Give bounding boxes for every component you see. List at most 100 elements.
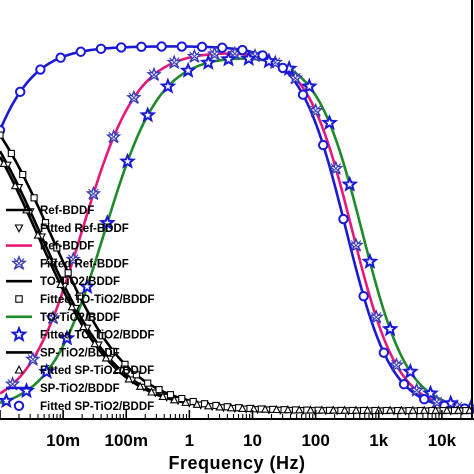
marker-square [19, 170, 27, 179]
legend-entry-3: Fitted Ref-BDDF [11, 255, 129, 271]
data-point-5 [181, 397, 190, 406]
data-point-0 [408, 382, 425, 397]
data-point-5 [397, 405, 406, 414]
marker-star [10, 325, 28, 343]
marker-star-x-stroke [108, 131, 119, 143]
legend-entry-11: Fitted SP-TiO2/BDDF [13, 400, 154, 413]
legend-label: TO-TiO2/BDDF [40, 276, 120, 288]
data-point-2 [55, 52, 66, 63]
marker-triangle-up [419, 405, 429, 414]
marker-triangle-up [192, 399, 202, 408]
data-point-4 [166, 391, 175, 399]
marker-star-x-stroke [169, 57, 180, 68]
marker-star [159, 77, 177, 94]
marker-triangle-up [442, 405, 452, 414]
data-point-2 [217, 42, 228, 53]
marker-square [75, 292, 84, 300]
legend-label: Fitted Ref-BDDF [40, 258, 129, 270]
data-point-0 [186, 48, 203, 64]
data-point-0 [348, 237, 364, 252]
marker-star [98, 214, 116, 231]
data-point-1 [401, 362, 419, 379]
marker-square [166, 391, 175, 399]
data-point-5 [67, 302, 77, 311]
data-point-5 [408, 405, 418, 414]
marker-square [53, 244, 61, 252]
data-point-4 [132, 371, 140, 379]
data-point-1 [300, 77, 318, 94]
marker-triangle-up [226, 403, 236, 412]
marker-triangle-up [0, 158, 9, 168]
marker-star-x-stroke [27, 354, 39, 365]
data-point-5 [203, 401, 213, 410]
data-point-4 [75, 292, 84, 300]
marker-circle [378, 347, 390, 358]
marker-star-x-stroke [88, 188, 99, 200]
data-point-1 [139, 106, 157, 123]
data-point-5 [328, 405, 338, 414]
data-point-2 [358, 290, 369, 302]
marker-triangle-up [431, 405, 440, 414]
legend-entry-4: TO-TiO2/BDDF [6, 276, 120, 288]
data-point-0 [328, 160, 344, 176]
legend-swatch-marker [14, 365, 24, 374]
marker-triangle-up [90, 339, 100, 348]
data-point-0 [105, 128, 122, 144]
data-point-2 [156, 41, 167, 52]
data-point-2 [176, 41, 188, 52]
marker-star [341, 175, 359, 192]
legend-entry-9: Fitted SP-TiO2/BDDF [14, 365, 154, 377]
marker-triangle-up [408, 405, 418, 414]
marker-star [361, 252, 379, 269]
marker-circle [419, 394, 430, 405]
data-point-4 [0, 131, 4, 139]
legend-label: Ref-BDDF [40, 205, 94, 217]
data-point-2 [136, 41, 147, 52]
data-point-1 [78, 277, 96, 295]
marker-star [300, 77, 318, 94]
marker-square [7, 149, 15, 158]
marker-star [199, 53, 217, 70]
marker-triangle-up [238, 403, 247, 412]
data-point-5 [215, 402, 225, 411]
marker-star [119, 152, 137, 169]
marker-circle [35, 64, 46, 75]
marker-triangle-up [272, 404, 281, 414]
data-point-4 [19, 170, 27, 179]
data-point-5 [294, 405, 304, 414]
marker-star-x-stroke [371, 312, 382, 323]
legend-label: Ref-BDDF [40, 241, 94, 253]
legend-swatch-marker [11, 255, 27, 271]
data-point-5 [78, 321, 88, 331]
data-point-2 [116, 42, 127, 53]
x-axis-title: Frequency (Hz) [168, 453, 305, 473]
series-line-1 [0, 57, 473, 409]
marker-circle [136, 41, 147, 52]
data-point-1 [159, 77, 177, 94]
marker-star-x-stroke [128, 92, 140, 103]
legend-entry-10: SP-TiO2/BDDF [6, 383, 120, 395]
data-point-5 [317, 405, 327, 414]
marker-triangle-up [397, 405, 406, 414]
data-point-5 [340, 405, 350, 414]
marker-circle [95, 43, 107, 55]
data-point-1 [422, 384, 440, 401]
legend-swatch-marker [10, 325, 28, 343]
x-tick-label: 10 [243, 431, 262, 450]
data-point-1 [240, 49, 258, 66]
marker-square [64, 269, 72, 277]
data-point-2 [196, 41, 208, 53]
x-ticks: 10m 100m 1 10 100 1k 10k [0, 410, 473, 450]
x-tick-label: 100m [105, 431, 148, 450]
data-point-0 [25, 351, 41, 367]
marker-triangle-down [14, 224, 24, 233]
marker-circle [116, 42, 127, 53]
data-point-2 [237, 44, 248, 56]
marker-star-x-stroke [148, 69, 160, 80]
marker-square [41, 219, 50, 227]
x-tick-label: 10k [428, 431, 457, 450]
data-point-1 [98, 214, 116, 231]
data-point-4 [53, 244, 61, 252]
marker-star [220, 50, 238, 67]
marker-triangle-up [135, 381, 145, 390]
